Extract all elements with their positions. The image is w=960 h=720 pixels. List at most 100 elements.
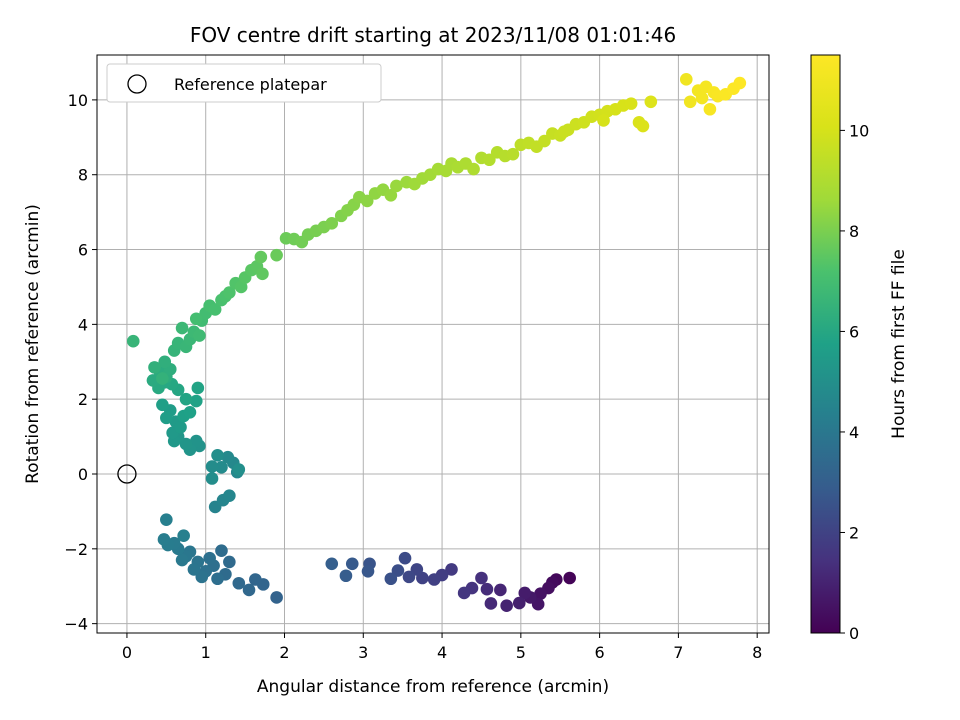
x-tick-label: 3 — [358, 643, 368, 662]
x-tick-label: 2 — [279, 643, 289, 662]
scatter-point — [398, 551, 412, 565]
scatter-point — [256, 267, 269, 281]
scatter-point — [205, 460, 219, 473]
scatter-point — [518, 586, 532, 600]
y-tick-label: −2 — [64, 540, 88, 559]
scatter-point — [223, 555, 236, 569]
scatter-point — [254, 250, 268, 264]
colorbar-ticks: 0 2 4 6 8 10 — [840, 121, 869, 643]
y-tick-label: 0 — [78, 465, 88, 484]
scatter-point — [270, 248, 283, 262]
legend-box — [106, 63, 382, 103]
scatter-point — [187, 563, 201, 576]
scatter-point — [345, 557, 359, 571]
scatter-point — [223, 489, 236, 503]
scatter-point — [146, 374, 160, 387]
scatter-point — [148, 361, 161, 374]
scatter-point — [506, 147, 520, 161]
scatter-point — [205, 472, 219, 485]
scatter-point — [703, 102, 717, 116]
scatter-point — [189, 394, 203, 408]
y-tick-label: 2 — [78, 390, 88, 409]
scatter-point — [339, 569, 353, 583]
scatter-point — [683, 95, 697, 109]
colorbar-tick-label: 8 — [849, 222, 859, 241]
scatter-point — [624, 97, 638, 110]
colorbar-tick-label: 4 — [849, 423, 859, 442]
scatter-point — [483, 153, 496, 167]
scatter-point — [175, 321, 189, 335]
scatter-point — [538, 134, 551, 148]
scatter-point — [189, 312, 203, 326]
x-tick-label: 0 — [122, 643, 132, 662]
x-tick-label: 5 — [516, 643, 526, 662]
scatter-point — [191, 381, 205, 395]
legend: Reference platepar — [106, 63, 382, 103]
x-tick-label: 4 — [437, 643, 447, 662]
scatter-point — [249, 573, 262, 586]
scatter-point — [156, 398, 169, 412]
scatter-point — [733, 76, 747, 90]
scatter-point — [232, 576, 246, 590]
scatter-point — [384, 572, 398, 586]
scatter-point — [179, 437, 193, 451]
scatter-point — [427, 573, 441, 586]
colorbar-tick-label: 2 — [849, 523, 859, 542]
scatter-point — [563, 571, 576, 585]
scatter-point — [534, 587, 547, 601]
scatter-point — [457, 586, 471, 600]
scatter-point — [177, 529, 190, 543]
y-tick-label: 8 — [78, 166, 88, 185]
scatter-point — [325, 557, 339, 571]
scatter-point — [484, 597, 498, 610]
colorbar: 0 2 4 6 8 10 Hours from first FF file — [810, 54, 909, 643]
scatter-point — [195, 570, 209, 584]
x-tick-label: 8 — [752, 643, 762, 662]
scatter-point — [157, 533, 171, 546]
scatter-point — [360, 194, 374, 208]
y-tick-label: 6 — [78, 241, 88, 260]
scatter-point — [160, 513, 173, 526]
scatter-point — [270, 591, 283, 604]
scatter-point — [325, 217, 339, 230]
scatter-point — [475, 571, 488, 585]
scatter-point — [410, 563, 424, 576]
scatter-point — [679, 73, 693, 86]
scatter-point — [384, 188, 398, 202]
scatter-point — [215, 460, 228, 474]
colorbar-tick-label: 0 — [849, 624, 859, 643]
colorbar-title: Hours from first FF file — [889, 249, 909, 439]
scatter-point — [557, 125, 571, 138]
scatter-point — [158, 355, 172, 369]
chart-title: FOV centre drift starting at 2023/11/08 … — [190, 23, 676, 47]
scatter-point — [211, 448, 224, 462]
scatter-point — [480, 582, 494, 596]
scatter-point — [390, 179, 403, 193]
axis-ticks: 0 1 2 3 4 5 6 7 8 −4 −2 0 2 4 6 8 10 — [64, 91, 762, 662]
scatter-point — [126, 334, 140, 348]
scatter-point — [391, 564, 405, 577]
scatter-point — [179, 392, 193, 406]
x-tick-label: 7 — [673, 643, 683, 662]
scatter-point — [221, 450, 235, 464]
scatter-point — [242, 583, 256, 597]
scatter-point — [215, 544, 228, 557]
x-axis-title: Angular distance from reference (arcmin) — [257, 677, 609, 697]
y-tick-label: −4 — [64, 615, 88, 634]
scatter-point — [636, 119, 650, 133]
scatter-point — [183, 405, 197, 419]
colorbar-tick-label: 6 — [849, 322, 859, 341]
y-tick-label: 10 — [68, 91, 88, 110]
x-tick-label: 1 — [201, 643, 211, 662]
scatter-point — [445, 563, 458, 576]
scatter-point — [500, 599, 513, 612]
scatter-point — [223, 286, 236, 299]
scatter-point — [160, 411, 173, 425]
y-tick-label: 4 — [78, 315, 88, 334]
scatter-point — [597, 114, 610, 127]
legend-label-reference: Reference platepar — [174, 75, 327, 94]
plot-frame — [96, 54, 770, 634]
scatter-point — [208, 303, 222, 316]
scatter-point — [402, 570, 416, 584]
